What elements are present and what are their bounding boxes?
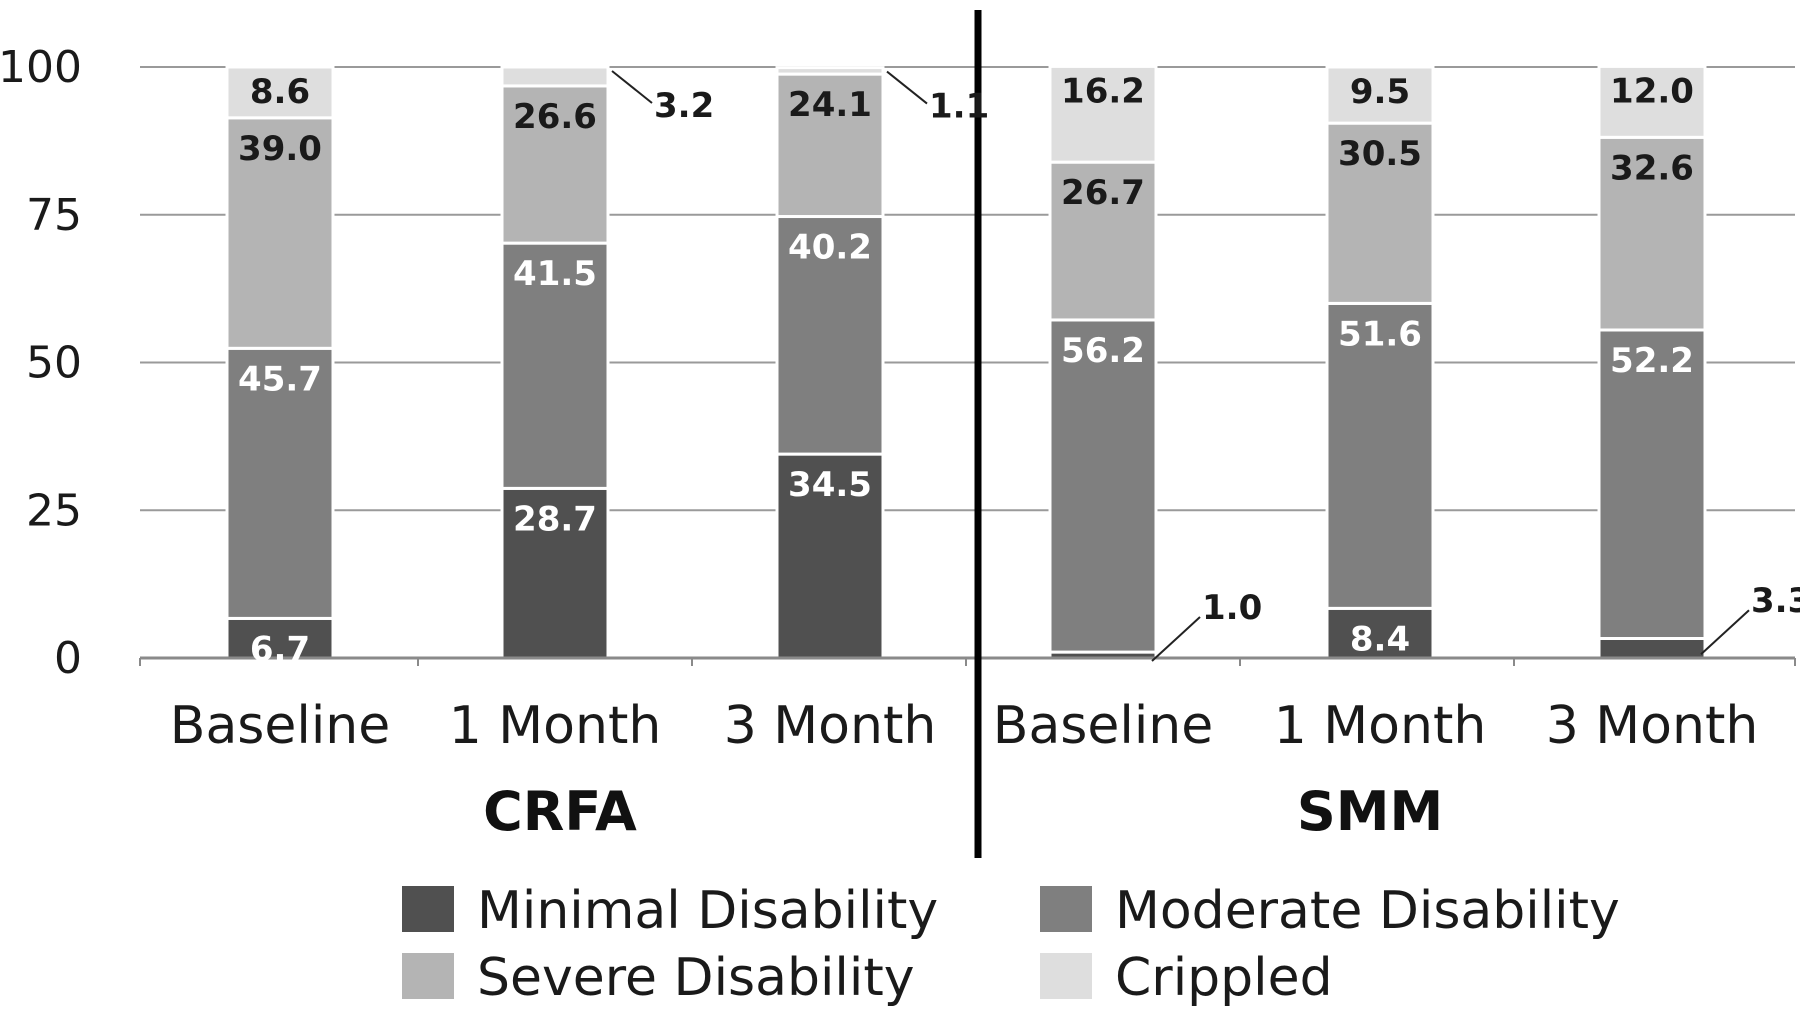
legend-swatch [1040,886,1092,932]
data-label: 9.5 [1350,72,1410,112]
data-label: 16.2 [1061,71,1145,111]
bar-segment [225,616,335,660]
data-label: 41.5 [513,254,597,294]
data-label: 8.4 [1350,619,1410,659]
bar-segment [1048,160,1158,322]
bar-segment [1597,64,1707,139]
label-layer: 6.7 28.7 34.5 1.0 8.4 3.3 45.7 41.5 40.2 56.2 51.6… [238,70,1800,669]
data-label: 39.0 [238,129,322,169]
legend-label: Crippled [1115,948,1333,1008]
leader-line [1700,609,1750,655]
grid-layer [140,66,1795,512]
legend-label: Minimal Disability [477,881,938,941]
bar-segment [1325,121,1435,305]
legend-swatch [1040,953,1092,999]
data-label: 52.2 [1610,341,1694,381]
data-label: 8.6 [250,72,310,112]
data-label: 40.2 [788,228,872,268]
bar-segment [1048,64,1158,164]
leader-line [886,70,928,105]
leader-line [611,70,653,104]
data-label: 12.0 [1610,71,1694,111]
bar-segment [775,66,885,76]
y-tick-label: 0 [54,633,82,684]
bar-segment [1597,135,1707,332]
x-tick-label: 3 Month [724,696,937,756]
group-label: CRFA [483,780,637,843]
bar-segment [225,65,335,120]
data-label: 6.7 [250,629,310,669]
data-label: 26.6 [513,97,597,137]
y-tick-label: 25 [26,485,82,536]
x-tick-label: Baseline [993,696,1213,756]
x-tick-label: 1 Month [1274,696,1487,756]
bar-segment [775,215,885,456]
bar-segment [225,346,335,620]
legend-label: Severe Disability [477,948,914,1008]
bar-segment [775,72,885,219]
data-label: 24.1 [788,85,872,125]
bar-segment [225,116,335,350]
data-label: 1.0 [1202,588,1262,628]
data-label: 30.5 [1338,134,1422,174]
bar-segment [1597,328,1707,640]
data-label: 3.2 [654,86,714,126]
data-label: 26.7 [1061,173,1145,213]
data-label: 28.7 [513,499,597,539]
data-label: 51.6 [1338,314,1422,354]
x-tick-label: 1 Month [449,696,662,756]
bar-segment [1597,636,1707,660]
data-label: 32.6 [1610,148,1694,188]
data-label: 1.1 [929,87,989,127]
legend-layer: Minimal Disability Moderate Disability Sev… [402,881,1620,1008]
y-tick-label: 50 [26,338,82,389]
bar-segment [1325,65,1435,125]
group-label: SMM [1297,780,1443,843]
leader-line [1151,616,1201,662]
x-tick-label: 3 Month [1546,696,1759,756]
bar-segment [500,241,610,490]
data-label: 3.3 [1751,581,1800,621]
legend-label: Moderate Disability [1115,881,1620,941]
bar-segment [1325,301,1435,610]
bar-segment [500,65,610,88]
data-label: 56.2 [1061,331,1145,371]
data-label: 45.7 [238,359,322,399]
bar-segment [1048,318,1158,654]
axis-layer: 0 25 50 75 100 Baseline 1 Month 3 Month Baseline… [0,10,1796,858]
data-label: 34.5 [788,465,872,505]
y-tick-label: 100 [0,42,82,93]
legend-swatch [402,953,454,999]
y-tick-label: 75 [26,190,82,241]
x-tick-label: Baseline [170,696,390,756]
legend-swatch [402,886,454,932]
